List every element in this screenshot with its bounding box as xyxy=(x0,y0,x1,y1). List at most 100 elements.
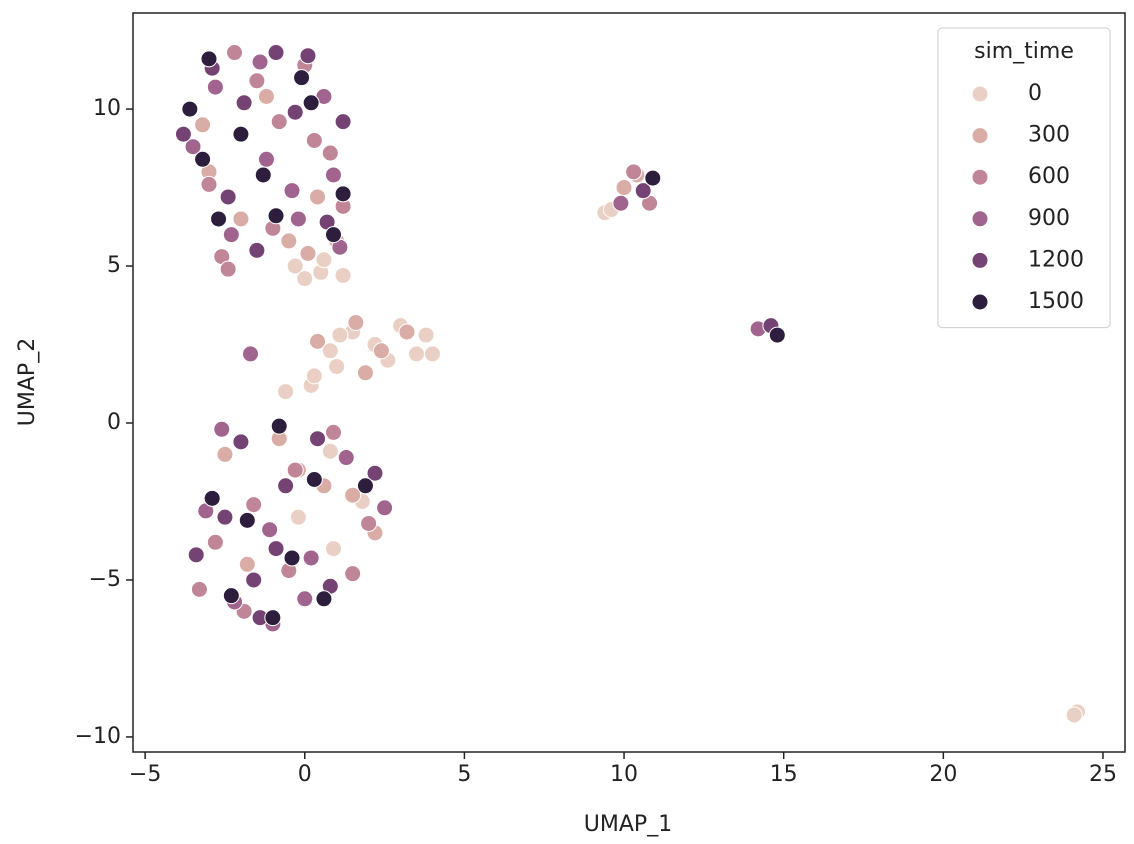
y-tick-label: −5 xyxy=(89,567,121,592)
point xyxy=(356,364,374,382)
point xyxy=(277,383,295,401)
point xyxy=(248,241,266,259)
legend-marker xyxy=(971,293,989,311)
point xyxy=(315,590,333,608)
point xyxy=(325,226,343,244)
point xyxy=(216,508,234,526)
x-tick-label: 25 xyxy=(1089,762,1117,787)
legend-marker xyxy=(971,251,989,269)
legend-marker xyxy=(971,210,989,228)
point xyxy=(283,549,301,567)
point xyxy=(181,100,199,118)
point xyxy=(270,113,288,131)
point xyxy=(417,326,435,344)
point xyxy=(347,314,365,332)
point xyxy=(219,188,237,206)
point xyxy=(194,116,212,134)
point xyxy=(321,442,339,460)
x-tick-label: 0 xyxy=(298,762,312,787)
point xyxy=(267,540,285,558)
point xyxy=(334,113,352,131)
point xyxy=(321,342,339,360)
y-tick-label: 10 xyxy=(93,96,121,121)
legend-box xyxy=(937,27,1111,329)
point xyxy=(334,185,352,203)
point xyxy=(254,166,272,184)
legend-label: 300 xyxy=(1028,123,1070,148)
point xyxy=(267,44,285,62)
point xyxy=(299,244,317,262)
point xyxy=(289,508,307,526)
point xyxy=(299,47,317,65)
point xyxy=(238,511,256,529)
point xyxy=(232,125,250,143)
point xyxy=(302,549,320,567)
legend-label: 900 xyxy=(1028,206,1070,231)
point xyxy=(226,44,244,62)
point xyxy=(398,323,416,341)
point xyxy=(408,345,426,363)
point xyxy=(334,266,352,284)
point xyxy=(309,430,327,448)
point xyxy=(286,257,304,275)
point xyxy=(261,521,279,539)
point xyxy=(213,420,231,438)
point xyxy=(305,367,323,385)
legend-marker xyxy=(971,85,989,103)
point xyxy=(768,326,786,344)
point xyxy=(325,423,343,441)
legend-label: 600 xyxy=(1028,164,1070,189)
point xyxy=(423,345,441,363)
point xyxy=(200,50,218,68)
point xyxy=(190,580,208,598)
point xyxy=(296,270,314,288)
legend-label: 0 xyxy=(1028,81,1042,106)
point xyxy=(194,150,212,168)
point xyxy=(296,590,314,608)
point xyxy=(286,461,304,479)
point xyxy=(289,210,307,228)
point xyxy=(372,342,390,360)
point xyxy=(264,609,282,627)
point xyxy=(634,182,652,200)
x-axis-label: UMAP_1 xyxy=(584,812,672,837)
point xyxy=(315,251,333,269)
point xyxy=(222,226,240,244)
point xyxy=(328,357,346,375)
point xyxy=(245,571,263,589)
point xyxy=(235,94,253,112)
point xyxy=(337,449,355,467)
point xyxy=(376,499,394,517)
legend-label: 1200 xyxy=(1028,247,1084,272)
point xyxy=(232,433,250,451)
point xyxy=(184,138,202,156)
point xyxy=(257,150,275,168)
point xyxy=(293,69,311,87)
x-tick-label: 20 xyxy=(929,762,957,787)
y-axis-label: UMAP_2 xyxy=(15,338,40,426)
point xyxy=(344,486,362,504)
legend-marker xyxy=(971,168,989,186)
x-tick-label: 5 xyxy=(457,762,471,787)
point xyxy=(305,471,323,489)
point xyxy=(280,232,298,250)
point xyxy=(283,182,301,200)
point xyxy=(216,445,234,463)
point xyxy=(187,546,205,564)
point xyxy=(245,496,263,514)
point xyxy=(270,417,288,435)
point xyxy=(206,533,224,551)
point xyxy=(305,131,323,149)
point xyxy=(625,163,643,181)
point xyxy=(206,78,224,96)
point xyxy=(615,179,633,197)
point xyxy=(309,188,327,206)
legend-title: sim_time xyxy=(974,39,1074,64)
point xyxy=(360,514,378,532)
point xyxy=(203,489,221,507)
point xyxy=(302,94,320,112)
point xyxy=(344,565,362,583)
point xyxy=(325,540,343,558)
legend-label: 1500 xyxy=(1028,289,1084,314)
